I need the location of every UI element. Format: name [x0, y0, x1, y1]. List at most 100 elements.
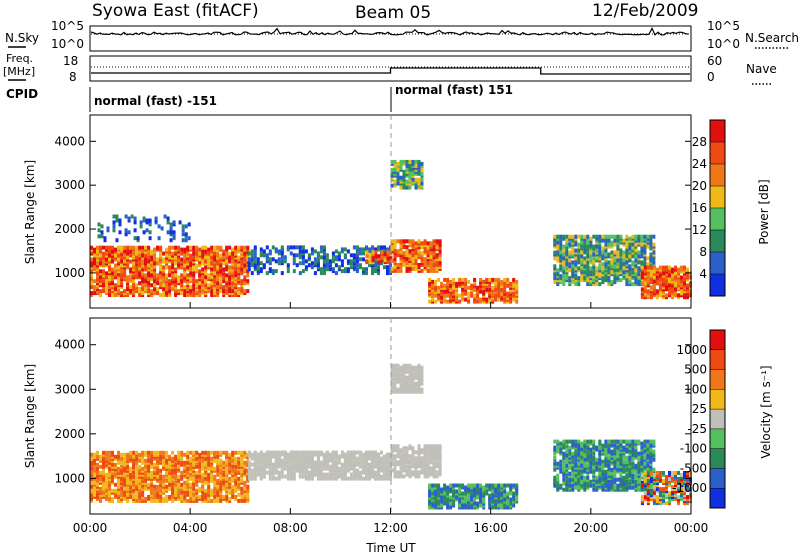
data-cell [253, 251, 257, 256]
data-cell [355, 259, 359, 264]
data-cell [117, 450, 120, 455]
data-cell [246, 273, 250, 278]
data-cell [420, 171, 424, 176]
data-cell [192, 492, 196, 497]
data-cell [622, 258, 626, 263]
data-cell [186, 245, 190, 250]
data-cell [443, 277, 447, 282]
data-cell [139, 224, 143, 229]
data-cell [449, 283, 453, 288]
data-cell [325, 466, 329, 471]
data-cell [96, 249, 99, 254]
data-cell [352, 456, 356, 461]
data-cell [607, 278, 611, 283]
data-cell [120, 456, 124, 461]
data-cell [340, 450, 344, 455]
data-cell [156, 277, 160, 282]
data-cell [396, 161, 400, 166]
data-cell [90, 456, 93, 461]
nsky-right-tick-top: 10^5 [707, 19, 740, 33]
data-cell [491, 495, 495, 500]
data-cell [601, 276, 605, 281]
data-cell [380, 474, 383, 479]
data-cell [189, 476, 193, 481]
data-cell [399, 175, 403, 180]
data-cell [494, 483, 498, 488]
data-cell [408, 464, 412, 469]
data-cell [262, 263, 266, 268]
data-cell [346, 458, 350, 463]
data-cell [192, 496, 196, 501]
freq-tick-top: 18 [63, 54, 78, 68]
data-cell [640, 254, 644, 259]
data-cell [358, 251, 362, 256]
data-cell [411, 159, 415, 164]
data-cell [580, 451, 584, 456]
data-cell [485, 483, 489, 488]
data-cell [231, 478, 235, 483]
data-cell [268, 257, 272, 262]
data-cell [467, 291, 471, 296]
data-cell [129, 277, 133, 282]
data-cell [295, 263, 299, 268]
data-cell [265, 460, 269, 465]
data-cell [383, 458, 386, 463]
data-cell [204, 488, 208, 493]
data-cell [192, 283, 196, 288]
data-cell [319, 255, 323, 260]
data-cell [184, 224, 188, 229]
data-cell [343, 267, 347, 272]
data-cell [601, 266, 605, 271]
data-cell [358, 454, 362, 459]
data-cell [337, 472, 341, 477]
data-cell [440, 291, 444, 296]
data-cell [455, 297, 459, 302]
data-cell [380, 261, 383, 266]
data-cell [159, 454, 163, 459]
data-cell [265, 450, 269, 455]
data-cell [565, 238, 569, 243]
data-cell [568, 471, 572, 476]
data-cell [411, 470, 415, 475]
data-cell [383, 265, 386, 270]
cpid-label: CPID [6, 87, 38, 101]
data-cell [154, 216, 158, 221]
data-cell [114, 482, 117, 487]
data-cell [643, 234, 647, 239]
data-cell [250, 249, 254, 254]
data-cell [304, 464, 308, 469]
data-cell [189, 277, 193, 282]
data-cell [562, 445, 566, 450]
data-cell [96, 466, 99, 471]
data-cell [225, 466, 229, 471]
data-cell [117, 466, 120, 471]
data-cell [652, 260, 656, 265]
data-cell [458, 281, 462, 286]
data-cell [120, 291, 124, 296]
data-cell [169, 226, 173, 231]
data-cell [619, 260, 623, 265]
data-cell [423, 468, 427, 473]
data-cell [165, 273, 169, 278]
data-cell [423, 257, 427, 262]
data-cell [181, 228, 185, 233]
data-cell [126, 452, 130, 457]
data-cell [426, 458, 430, 463]
data-cell [467, 483, 471, 488]
data-cell [435, 261, 439, 265]
data-cell [195, 263, 199, 268]
data-cell [390, 385, 394, 390]
data-cell [455, 483, 459, 488]
data-cell [216, 478, 220, 483]
data-cell [598, 282, 602, 287]
data-cell [640, 271, 644, 276]
data-cell [396, 268, 400, 273]
data-cell [234, 245, 238, 250]
data-cell [362, 247, 365, 252]
data-cell [213, 271, 217, 276]
data-cell [625, 244, 629, 249]
data-cell [253, 255, 257, 260]
data-cell [274, 269, 278, 274]
data-cell [331, 450, 335, 455]
data-cell [435, 444, 439, 449]
